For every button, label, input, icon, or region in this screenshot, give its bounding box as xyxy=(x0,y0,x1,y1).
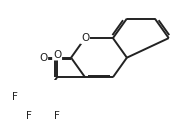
Text: O: O xyxy=(39,53,47,63)
Text: F: F xyxy=(12,92,18,102)
Text: O: O xyxy=(81,33,89,43)
Text: F: F xyxy=(54,111,60,121)
Text: O: O xyxy=(53,50,61,60)
Text: F: F xyxy=(26,111,32,121)
